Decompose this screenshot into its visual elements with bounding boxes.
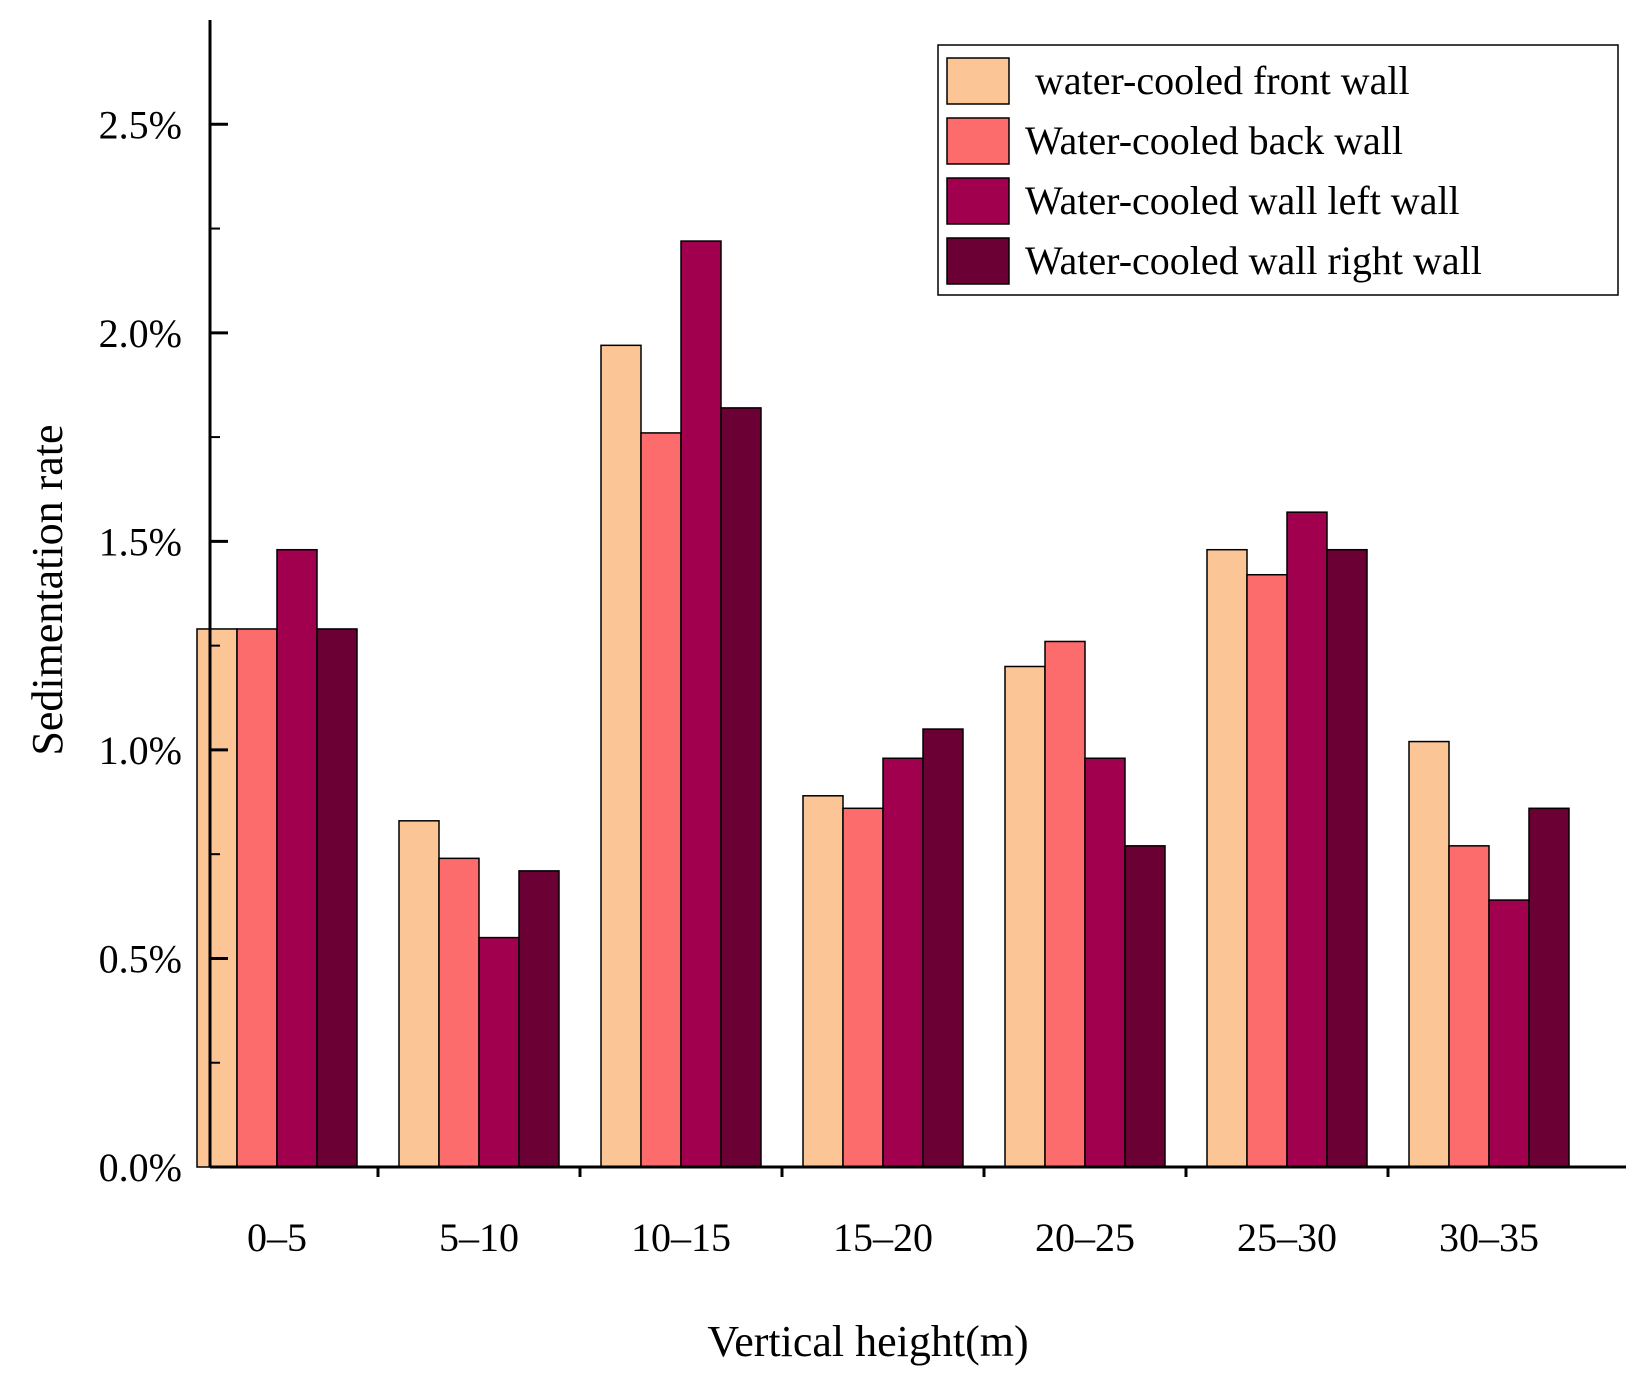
x-tick-label: 5–10 [439, 1215, 519, 1260]
x-axis-title: Vertical height(m) [707, 1317, 1028, 1366]
legend-label-1: water-cooled front wall [1025, 58, 1410, 103]
x-tick-label: 15–20 [833, 1215, 933, 1260]
legend: water-cooled front wall Water-cooled back… [937, 44, 1619, 296]
axes-group [208, 20, 1626, 1169]
legend-label-3: Water-cooled wall left wall [1025, 178, 1460, 223]
bars-group [196, 240, 1570, 1168]
bar-30–35-series-4 [1528, 807, 1570, 1168]
bar-20–25-series-3 [1084, 757, 1126, 1168]
x-tick-label: 25–30 [1237, 1215, 1337, 1260]
bar-30–35-series-2 [1448, 845, 1490, 1168]
legend-swatch-1 [946, 57, 1010, 105]
bar-10–15-series-2 [640, 432, 682, 1168]
bar-30–35-series-1 [1408, 740, 1450, 1168]
bar-5–10-series-1 [398, 820, 440, 1168]
bar-10–15-series-3 [680, 240, 722, 1168]
bar-25–30-series-3 [1286, 511, 1328, 1168]
legend-items: water-cooled front wall Water-cooled back… [946, 57, 1482, 285]
bar-0–5-series-3 [276, 548, 318, 1168]
x-tick-label: 10–15 [631, 1215, 731, 1260]
bar-15–20-series-2 [842, 807, 884, 1168]
bar-20–25-series-4 [1124, 845, 1166, 1168]
bar-25–30-series-1 [1206, 548, 1248, 1168]
y-tick-label: 0.0% [99, 1145, 182, 1190]
bar-0–5-series-1 [196, 628, 238, 1168]
bar-15–20-series-3 [882, 757, 924, 1168]
bar-25–30-series-4 [1326, 548, 1368, 1168]
bar-15–20-series-1 [802, 795, 844, 1168]
y-ticks-group: 0.0% 0.5% 1.0% 1.5% 2.0% 2.5% [99, 102, 228, 1190]
x-tick-label: 30–35 [1439, 1215, 1539, 1260]
bar-25–30-series-2 [1246, 573, 1288, 1168]
bar-0–5-series-2 [236, 628, 278, 1168]
bar-20–25-series-1 [1004, 665, 1046, 1168]
bar-20–25-series-2 [1044, 640, 1086, 1168]
bar-30–35-series-3 [1488, 899, 1530, 1168]
legend-swatch-4 [946, 237, 1010, 285]
x-tick-label: 0–5 [247, 1215, 307, 1260]
y-tick-label: 0.5% [99, 936, 182, 981]
x-ticks-group: 0–5 5–10 10–15 15–20 20–25 25–30 30–35 [247, 1167, 1539, 1260]
bar-5–10-series-2 [438, 857, 480, 1168]
legend-label-2: Water-cooled back wall [1025, 118, 1403, 163]
y-axis-title: Sedimentation rate [23, 424, 72, 755]
bar-10–15-series-4 [720, 407, 762, 1168]
x-tick-label: 20–25 [1035, 1215, 1135, 1260]
legend-swatch-2 [946, 117, 1010, 165]
y-tick-label: 1.5% [99, 519, 182, 564]
bar-15–20-series-4 [922, 728, 964, 1168]
bar-10–15-series-1 [600, 344, 642, 1168]
bar-5–10-series-4 [518, 870, 560, 1168]
bar-0–5-series-4 [316, 628, 358, 1168]
legend-box [937, 44, 1619, 296]
legend-label-4: Water-cooled wall right wall [1025, 238, 1482, 283]
y-tick-label: 2.5% [99, 102, 182, 147]
legend-swatch-3 [946, 177, 1010, 225]
y-tick-label: 1.0% [99, 728, 182, 773]
bar-5–10-series-3 [478, 936, 520, 1168]
y-tick-label: 2.0% [99, 311, 182, 356]
